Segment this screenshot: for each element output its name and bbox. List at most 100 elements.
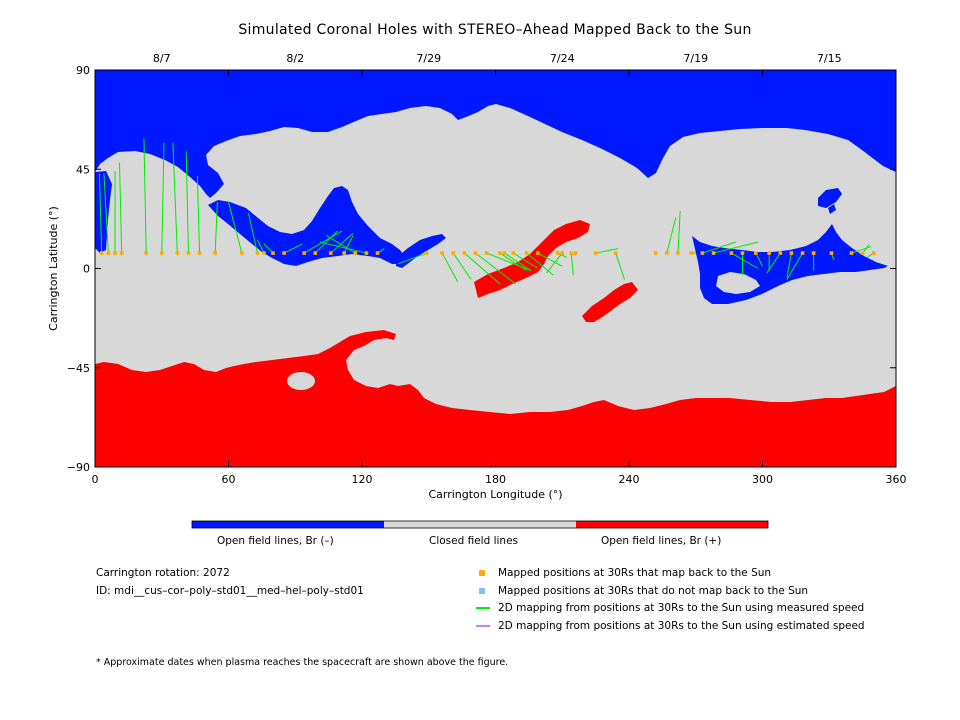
mapping-line-measured (397, 252, 427, 265)
mapped-point (767, 251, 771, 255)
mapped-point (711, 251, 716, 255)
mapped-points (99, 251, 876, 255)
mapping-line-measured (595, 248, 618, 254)
open-negative-region (818, 188, 842, 208)
mapping-line-measured (702, 241, 736, 254)
open-negative-region (828, 204, 836, 214)
mapped-point (754, 251, 758, 255)
footnote: * Approximate dates when plasma reaches … (96, 657, 509, 668)
mapping-line-measured (98, 173, 103, 254)
mapping-line-measured (185, 151, 189, 254)
mapped-point (271, 251, 275, 255)
mapping-line-measured (513, 252, 539, 269)
unmapped-points-swatch (479, 588, 485, 594)
mapped-point (800, 251, 805, 255)
mapping-line-measured (786, 252, 803, 280)
mapping-line-measured (172, 142, 178, 254)
mapped-point (502, 251, 507, 255)
mapping-line-measured (504, 252, 532, 272)
x-axis-label: Carrington Longitude (°) (428, 488, 562, 501)
mapped-point (255, 251, 260, 255)
mapped-point (849, 251, 854, 255)
mapped-point (99, 251, 104, 255)
estimated-line-swatch (476, 625, 490, 627)
mapped-point (424, 251, 429, 255)
mapped-point (113, 251, 117, 255)
mapped-point (119, 251, 124, 255)
north-polar-open-region (95, 70, 896, 198)
model-id-label: ID: mdi__cus–cor–poly–std01__med–hel–pol… (96, 585, 364, 597)
legend-measured: 2D mapping from positions at 30Rs to the… (498, 602, 865, 614)
mapping-line-measured (196, 175, 201, 254)
mapped-point (329, 251, 333, 255)
mapping-line-measured (330, 232, 354, 254)
mapped-point (524, 251, 529, 255)
mapping-line-measured (452, 252, 472, 280)
color-bar-frame (191, 520, 769, 529)
mapping-line-measured (283, 243, 303, 254)
field-regions (95, 70, 896, 467)
y-tick-label: −90 (67, 461, 90, 474)
mapping-line-measured (314, 230, 338, 254)
legend-mapped: Mapped positions at 30Rs that map back t… (498, 567, 772, 579)
mapped-point (811, 251, 816, 255)
open-positive-region (582, 282, 638, 322)
mapped-point (789, 251, 794, 255)
mapped-point (462, 251, 467, 255)
mapping-line-measured (526, 252, 554, 276)
mapped-point (440, 251, 444, 255)
mapped-point (106, 251, 111, 255)
mapped-point (511, 251, 516, 255)
closed-field-pocket (287, 372, 315, 390)
x-tick-label: 180 (485, 473, 506, 486)
mapped-point (473, 251, 478, 255)
mapped-point (740, 251, 745, 255)
mapped-point (653, 251, 658, 255)
mapped-points-swatch (479, 570, 485, 576)
mapped-point (282, 251, 286, 255)
mapping-line-measured (786, 252, 792, 278)
mapping-line-measured (713, 241, 759, 254)
mapping-line-measured (546, 252, 563, 274)
south-polar-open-region (95, 330, 896, 467)
x-tick-label: 360 (886, 473, 907, 486)
mapped-point (729, 251, 734, 255)
y-tick-label: 90 (76, 64, 90, 77)
mapping-line-measured (214, 202, 218, 254)
x-tick-label: 120 (352, 473, 373, 486)
mapped-point (197, 251, 202, 255)
x-tick-label: 240 (619, 473, 640, 486)
mapping-line-measured (343, 235, 354, 254)
open-positive-region (474, 220, 590, 298)
mapping-line-measured (755, 252, 763, 267)
mapped-point (175, 251, 180, 255)
top-date-label: 7/24 (550, 52, 575, 65)
mapped-point (676, 251, 680, 255)
mapped-point (871, 251, 876, 255)
mapped-point (213, 251, 217, 255)
coronal-hole-map: 0 60 120 180 240 300 360 90 45 0 −45 −90 8/7 8/2 7/29 7… (47, 52, 907, 529)
mapped-point (186, 251, 191, 255)
x-tick-label: 300 (752, 473, 773, 486)
mapped-point (569, 251, 573, 255)
mapping-line-measured (143, 138, 147, 254)
mapping-line-measured (303, 230, 343, 254)
mapped-point (375, 251, 380, 255)
y-tick-label: −45 (67, 362, 90, 375)
mapped-point (364, 251, 369, 255)
mapping-line-measured (319, 241, 367, 254)
open-negative-region (208, 186, 406, 266)
mapping-line-measured (475, 252, 516, 285)
mapped-point (342, 251, 346, 255)
mapped-point (829, 251, 834, 255)
mapping-line-measured (570, 253, 574, 276)
y-axis-label: Carrington Latitude (°) (47, 206, 60, 331)
color-bar (191, 520, 769, 529)
legend-estimated: 2D mapping from positions at 30Rs to the… (498, 620, 865, 632)
mapped-point (353, 251, 358, 255)
legend-unmapped: Mapped positions at 30Rs that do not map… (498, 585, 809, 597)
closed-field-pocket (716, 272, 760, 294)
mapping-line-measured (677, 211, 681, 254)
mapped-point (262, 251, 266, 255)
mapped-point (313, 251, 318, 255)
